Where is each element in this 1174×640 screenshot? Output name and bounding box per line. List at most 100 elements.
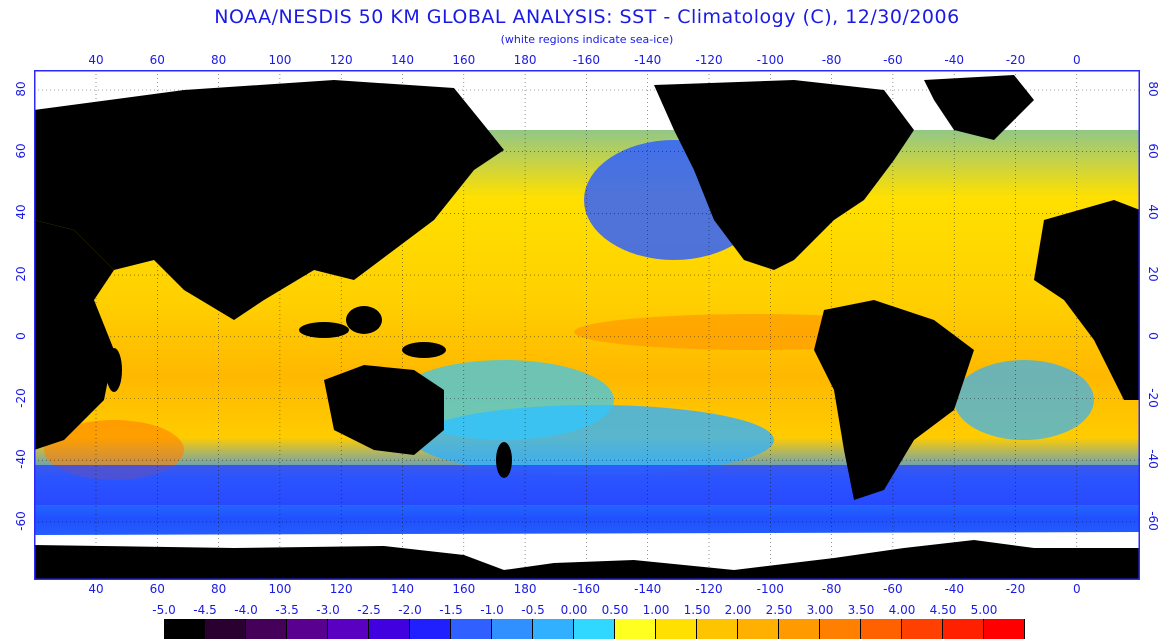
legend-label: -2.0 [398,603,422,617]
x-top-tick-label: -60 [883,53,903,67]
map-gridlines [34,70,1140,580]
x-bottom-tick-label: -40 [944,582,964,596]
x-top-tick-label: 40 [88,53,104,67]
greenland-land [924,75,1034,140]
x-top-tick-label: 60 [149,53,165,67]
legend-label: 5.00 [970,603,998,617]
indonesia-island [299,322,349,338]
madagascar-island [106,348,122,392]
legend-swatch [410,619,451,639]
map-title: NOAA/NESDIS 50 KM GLOBAL ANALYSIS: SST -… [214,6,960,28]
y-right-tick-label: -60 [1146,511,1160,531]
legend-swatch [451,619,492,639]
legend-swatch [205,619,246,639]
map-subtitle: (white regions indicate sea-ice) [500,33,674,46]
legend-swatch [902,619,943,639]
legend-swatch [287,619,328,639]
x-top-tick-label: -120 [695,53,723,67]
y-left-tick-label: 60 [14,143,28,159]
x-top-tick-label: 80 [210,53,227,67]
x-bottom-tick-label: 160 [452,582,476,596]
x-top-tick-label: -20 [1005,53,1026,67]
x-bottom-tick-label: 120 [329,582,353,596]
legend-label: 0.50 [601,603,629,617]
y-left-tick-label: 80 [14,81,28,97]
legend-label: 1.50 [683,603,711,617]
south-atlantic-cool [954,360,1094,440]
africa-land [34,220,114,450]
legend-swatch [492,619,533,639]
legend-labels: -5.0 -4.5 -4.0 -3.5 -3.0 -2.5 -2.0 -1.5 -1.0 -0.5… [0,603,1174,619]
legend-label: -4.5 [193,603,217,617]
y-left-tick-label: -40 [14,449,28,469]
legend-label: -2.5 [357,603,381,617]
legend-label: 2.50 [765,603,793,617]
legend-swatch [943,619,984,639]
y-right-tick-label: 20 [1146,266,1160,282]
legend-label: 2.00 [724,603,752,617]
x-top-tick-label: -80 [821,53,842,67]
legend-label: -1.0 [480,603,504,617]
x-top-tick-label: -160 [572,53,601,67]
legend-swatch [533,619,574,639]
legend-swatch [738,619,779,639]
x-top-tick-label: -40 [944,53,964,67]
japan-island [396,185,412,235]
x-top-tick-label: 120 [329,53,353,67]
legend-swatch [861,619,902,639]
x-bottom-tick-label: 140 [391,582,414,596]
y-left-tick-label: 20 [14,266,28,282]
y-right-tick-label: 0 [1146,331,1160,340]
legend-label: 0.00 [560,603,588,617]
color-legend [164,619,1025,639]
map-border [34,70,1140,580]
x-top-tick-label: 140 [391,53,414,67]
legend-label: 1.00 [642,603,670,617]
x-bottom-tick-label: -140 [634,582,662,596]
legend-label: 3.50 [847,603,875,617]
x-bottom-tick-label: 100 [268,582,292,596]
y-right-tick-label: -40 [1146,449,1160,469]
eurasia-land [34,80,504,320]
legend-label: -5.0 [152,603,176,617]
x-bottom-tick-label: -120 [695,582,723,596]
legend-label: -4.0 [234,603,258,617]
y-left-tick-label: 0 [14,331,28,340]
y-left-tick-label: 40 [14,204,28,221]
x-bottom-tick-label: -80 [821,582,842,596]
y-right-tick-label: 40 [1146,204,1160,221]
y-left-tick-label: -20 [14,387,28,408]
x-top-tick-label: -100 [756,53,784,67]
x-top-tick-label: 100 [268,53,292,67]
legend-swatch [615,619,656,639]
y-right-tick-label: -20 [1146,387,1160,408]
legend-label: 4.00 [888,603,916,617]
y-right-tick-label: 60 [1146,143,1160,159]
new-zealand-island [496,442,512,478]
legend-label: -0.5 [521,603,545,617]
legend-label: -1.5 [439,603,463,617]
borneo-island [346,306,382,334]
southern-ocean-cold-band [34,465,1140,505]
x-bottom-tick-label: 40 [88,582,104,596]
x-bottom-tick-label: 60 [149,582,165,596]
y-left-tick-label: -60 [14,511,28,531]
legend-swatch [246,619,287,639]
legend-swatch [369,619,410,639]
legend-label: -3.0 [316,603,340,617]
south-america-land [814,300,974,500]
legend-label: 4.50 [929,603,957,617]
x-bottom-tick-label: -20 [1005,582,1026,596]
x-bottom-tick-label: -100 [756,582,784,596]
africa-west-land [1034,200,1140,400]
x-top-tick-label: -140 [634,53,662,67]
x-top-tick-label: 0 [1072,53,1081,67]
x-bottom-tick-label: 180 [513,582,537,596]
legend-label: 3.00 [806,603,834,617]
legend-swatch [656,619,697,639]
legend-swatch [820,619,861,639]
antarctica-land [34,540,1140,580]
x-bottom-tick-label: -60 [883,582,903,596]
legend-label: -3.5 [275,603,299,617]
y-right-tick-label: 80 [1146,81,1160,97]
